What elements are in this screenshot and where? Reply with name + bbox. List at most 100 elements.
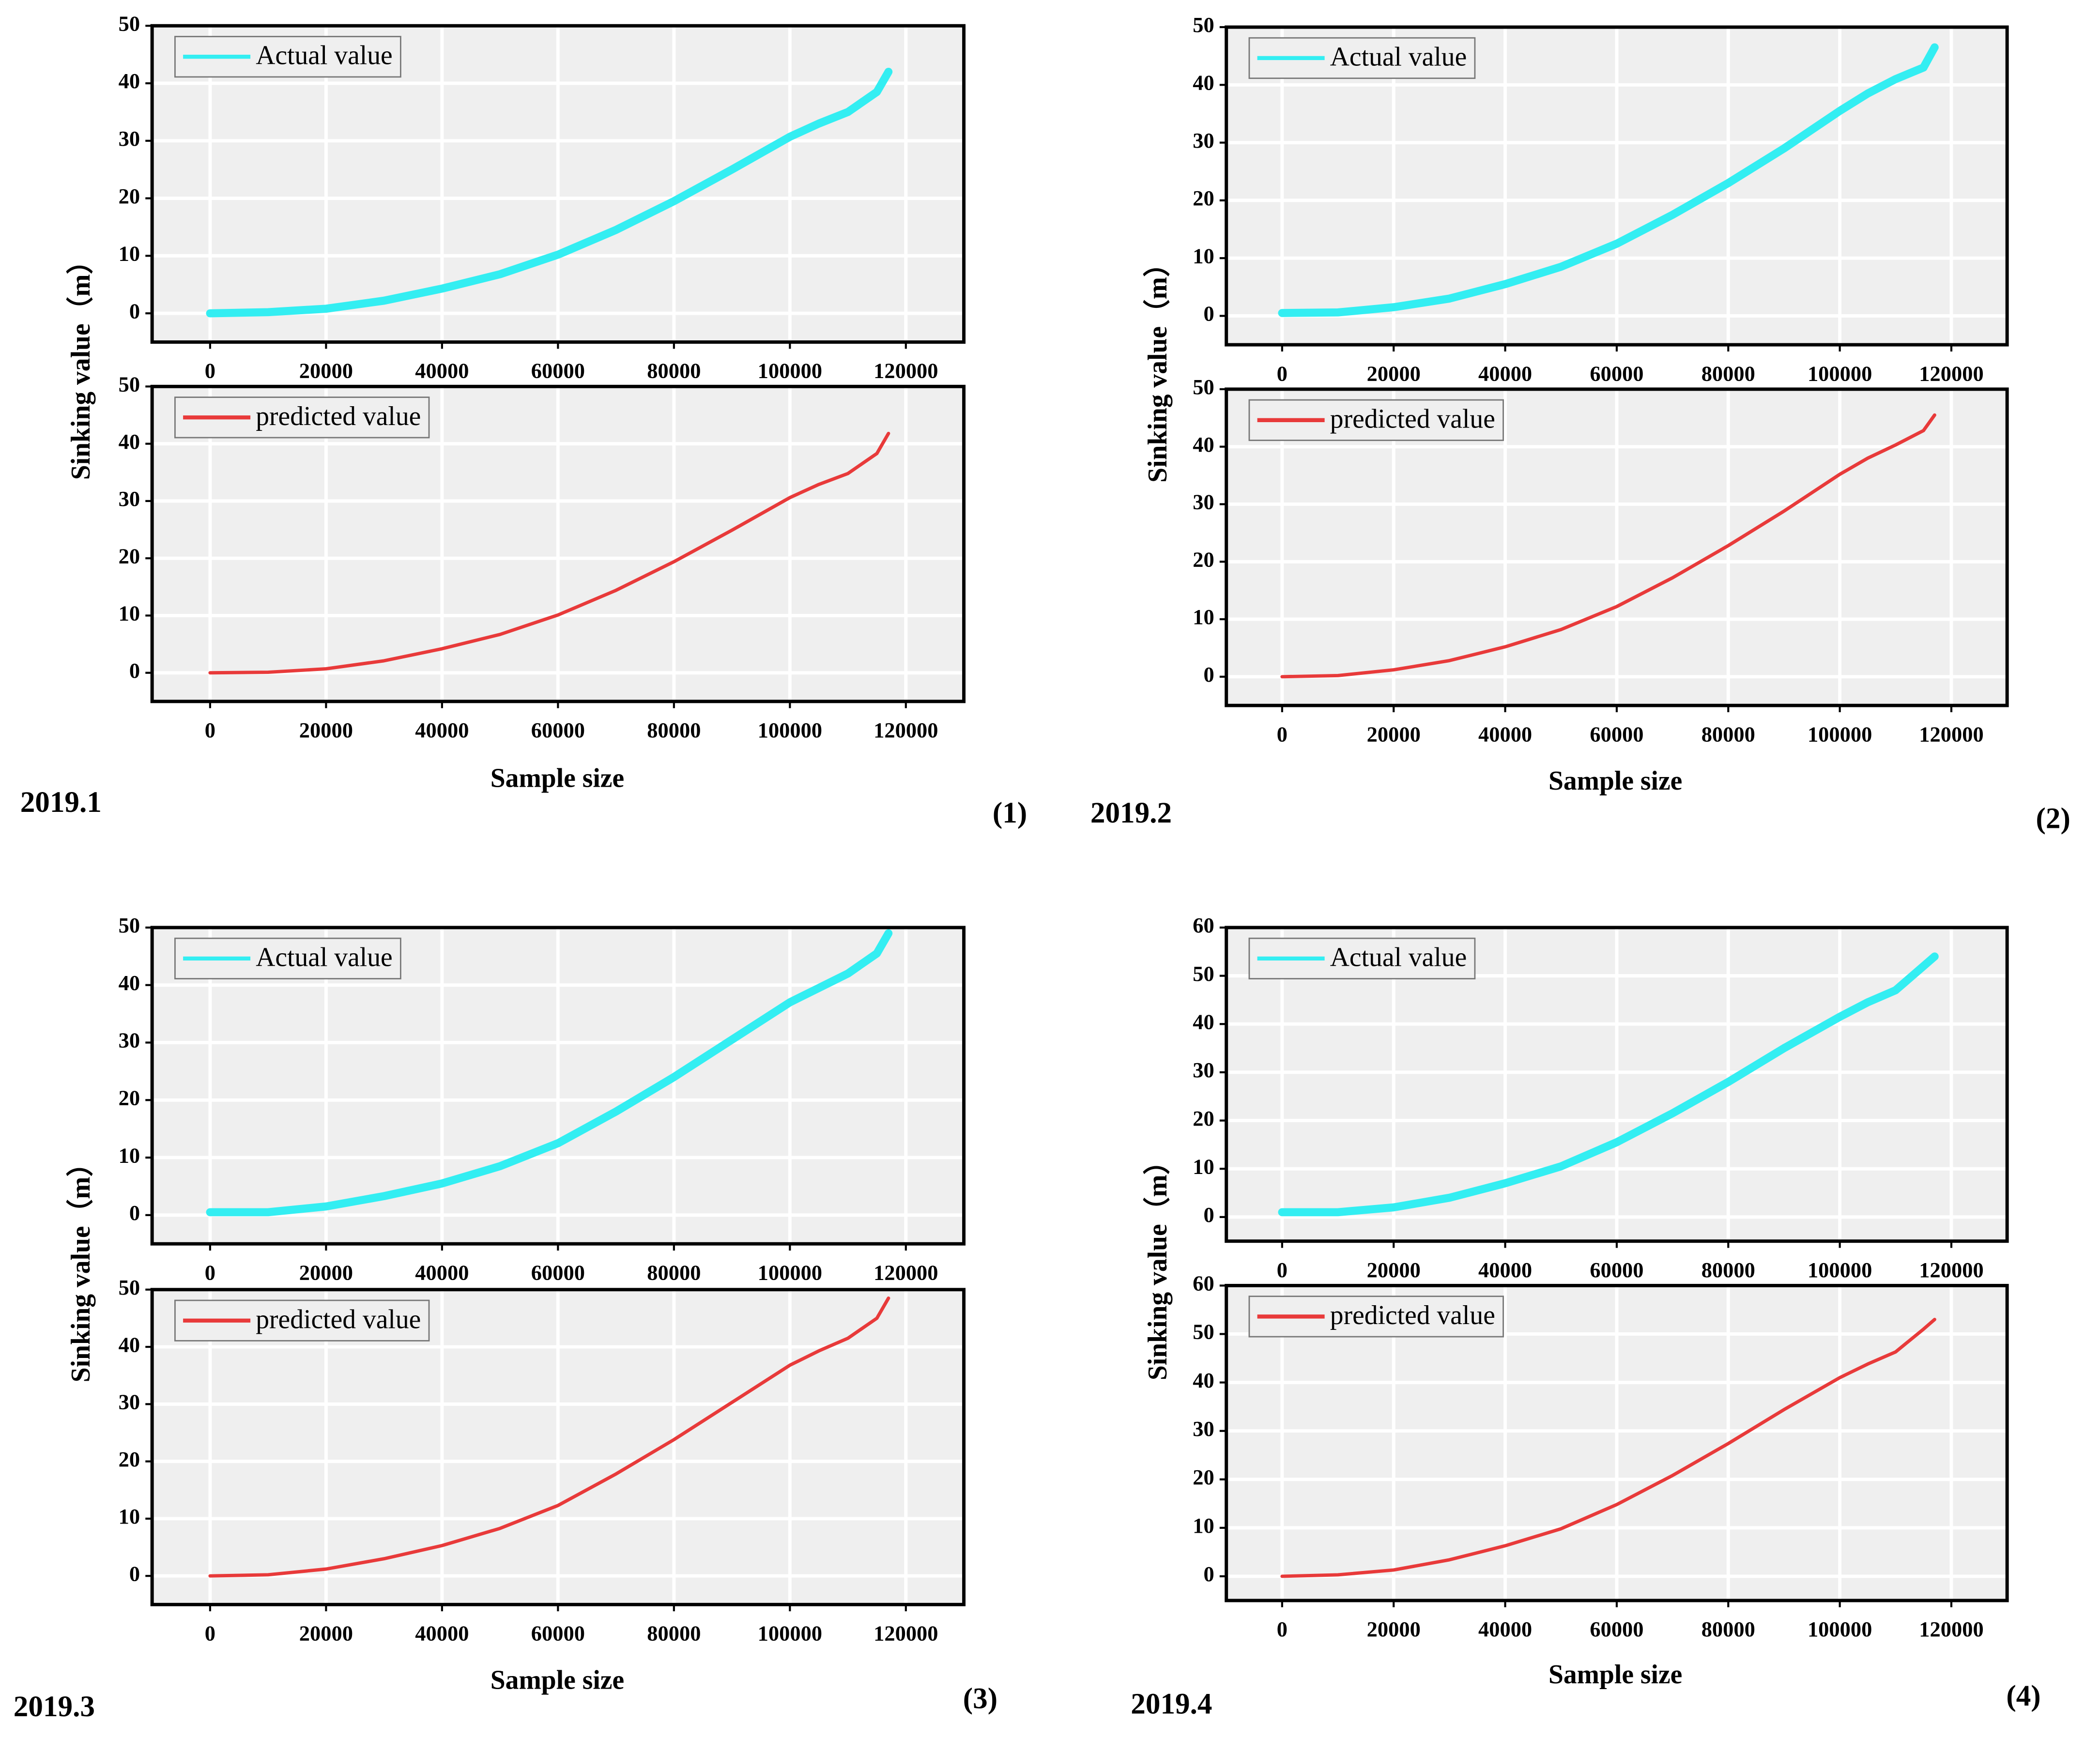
y-tick-label: 10: [119, 242, 140, 266]
x-tick-label: 40000: [1478, 722, 1532, 746]
data-line: [1280, 413, 1936, 679]
x-tick-label: 120000: [874, 359, 938, 383]
panel-date: 2019.3: [14, 1690, 95, 1723]
plot-frame: [150, 926, 966, 1246]
y-tick-label: 40: [119, 69, 140, 93]
y-tick-label: 30: [1193, 1417, 1214, 1441]
panel-date: 2019.4: [1131, 1688, 1212, 1721]
x-tick-label: 120000: [874, 1621, 938, 1645]
x-axis-title: Sample size: [1548, 1660, 1682, 1690]
x-tick-label: 20000: [1367, 361, 1421, 385]
x-tick-label: 0: [1277, 1617, 1288, 1641]
y-tick-label: 10: [1193, 605, 1214, 629]
legend-label: Actual value: [1330, 42, 1467, 72]
x-tick-label: 120000: [874, 1260, 938, 1284]
y-tick-label: 10: [1193, 1154, 1214, 1178]
panel-label: (4): [2006, 1679, 2040, 1712]
y-tick-label: 50: [119, 1275, 140, 1299]
x-tick-label: 100000: [1808, 722, 1872, 746]
y-tick-label: 20: [1193, 547, 1214, 571]
x-tick-label: 100000: [758, 359, 822, 383]
y-tick-label: 20: [119, 544, 140, 568]
legend-label: predicted value: [1330, 1300, 1495, 1330]
x-tick-label: 40000: [1478, 1258, 1532, 1282]
y-tick-label: 0: [129, 299, 140, 323]
x-tick-label: 60000: [1590, 361, 1643, 385]
legend-label: Actual value: [256, 41, 392, 71]
x-tick-label: 0: [205, 1260, 215, 1284]
panel-date: 2019.2: [1090, 796, 1172, 829]
x-tick-label: 80000: [1701, 361, 1755, 385]
x-tick-label: 100000: [1808, 1617, 1872, 1641]
x-tick-label: 0: [1277, 361, 1288, 385]
legend-label: Actual value: [1330, 942, 1467, 972]
plot-frame: [1225, 387, 2009, 707]
x-tick-label: 120000: [1919, 1258, 1983, 1282]
x-axis-title: Sample size: [491, 763, 624, 793]
plot-frame: [150, 1288, 966, 1606]
y-tick-label: 40: [1193, 71, 1214, 95]
y-tick-label: 30: [1193, 490, 1214, 514]
y-tick-label: 10: [1193, 1513, 1214, 1538]
plot-frame: [150, 384, 966, 703]
data-line: [206, 67, 893, 318]
x-tick-label: 60000: [531, 718, 585, 742]
y-tick-label: 40: [1193, 432, 1214, 457]
y-tick-label: 20: [119, 1086, 140, 1110]
x-tick-label: 80000: [1701, 722, 1755, 746]
data-line: [1278, 952, 1939, 1217]
y-tick-label: 20: [119, 184, 140, 208]
y-tick-label: 10: [119, 1504, 140, 1528]
x-tick-label: 120000: [1919, 1617, 1983, 1641]
y-tick-label: 40: [119, 971, 140, 995]
legend-label: predicted value: [256, 1304, 421, 1334]
y-tick-label: 30: [1193, 1058, 1214, 1082]
x-tick-label: 20000: [1367, 1617, 1421, 1641]
x-tick-label: 0: [205, 718, 215, 742]
x-tick-label: 60000: [531, 1621, 585, 1645]
y-axis-title: Sinking value（m）: [66, 1150, 96, 1382]
y-tick-label: 50: [1193, 375, 1214, 399]
legend-label: Actual value: [256, 942, 392, 972]
x-tick-label: 100000: [758, 1260, 822, 1284]
y-tick-label: 50: [119, 11, 140, 35]
x-tick-label: 100000: [758, 1621, 822, 1645]
y-tick-label: 50: [119, 372, 140, 396]
x-tick-label: 40000: [415, 1260, 469, 1284]
y-tick-label: 0: [1203, 302, 1214, 326]
x-tick-label: 40000: [415, 359, 469, 383]
legend-label: predicted value: [256, 401, 421, 431]
plot-frame: [1225, 1283, 2009, 1602]
y-tick-label: 30: [1193, 128, 1214, 152]
x-tick-label: 20000: [1367, 1258, 1421, 1282]
panel-label: (3): [963, 1682, 997, 1715]
x-tick-label: 60000: [531, 359, 585, 383]
y-tick-label: 10: [119, 1143, 140, 1167]
x-tick-label: 120000: [1919, 361, 1983, 385]
x-tick-label: 100000: [758, 718, 822, 742]
x-tick-label: 40000: [1478, 361, 1532, 385]
x-tick-label: 20000: [1367, 722, 1421, 746]
x-tick-label: 120000: [1919, 722, 1983, 746]
x-tick-label: 20000: [299, 359, 353, 383]
y-tick-label: 0: [129, 1561, 140, 1586]
x-axis-title: Sample size: [1548, 766, 1682, 796]
y-tick-label: 40: [1193, 1368, 1214, 1392]
y-tick-label: 40: [119, 429, 140, 454]
x-tick-label: 80000: [647, 718, 701, 742]
y-tick-label: 30: [119, 126, 140, 151]
y-tick-label: 0: [129, 658, 140, 683]
x-tick-label: 20000: [299, 1260, 353, 1284]
plot-frame: [1225, 926, 2009, 1243]
y-tick-label: 50: [1193, 1320, 1214, 1344]
x-tick-label: 0: [1277, 1258, 1288, 1282]
x-tick-label: 60000: [531, 1260, 585, 1284]
y-tick-label: 40: [119, 1332, 140, 1357]
data-line: [208, 431, 890, 675]
y-tick-label: 50: [1193, 961, 1214, 986]
y-tick-label: 60: [1193, 913, 1214, 937]
legend-label: predicted value: [1330, 404, 1495, 434]
data-line: [208, 1296, 890, 1578]
y-tick-label: 30: [119, 1390, 140, 1414]
